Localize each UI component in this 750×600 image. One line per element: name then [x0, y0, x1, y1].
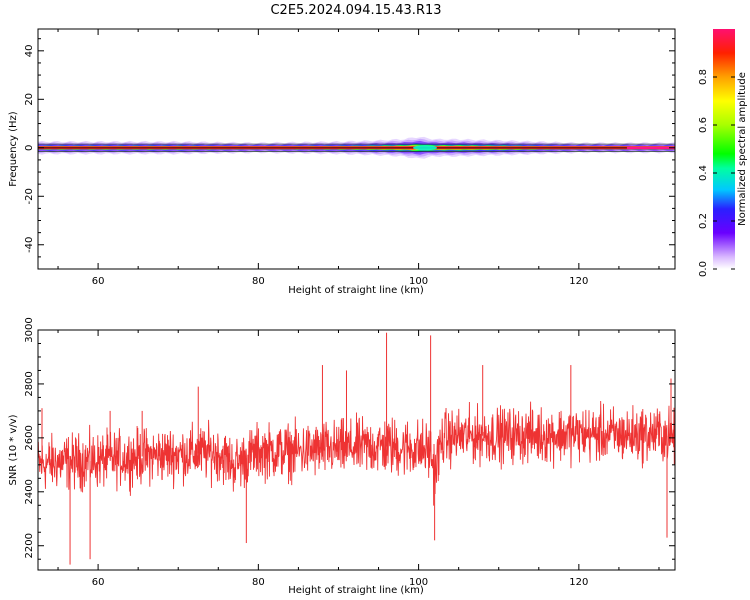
snr-y-label: SNR (10 * v/v): [8, 414, 19, 485]
colorbar-tick-label: 0.4: [698, 165, 709, 181]
y-tick-label: 40: [24, 44, 35, 57]
snr-x-label: Height of straight line (km): [288, 585, 424, 596]
colorbar-tick-label: 0.2: [698, 213, 709, 229]
y-tick-label: 20: [24, 93, 35, 106]
y-tick-label: -20: [24, 188, 35, 204]
x-tick-label: 100: [409, 577, 428, 588]
chart-title: C2E5.2024.094.15.43.R13: [270, 3, 441, 18]
x-tick-label: 100: [409, 276, 428, 287]
snr-panel: 60 80 100 120 2200 2400 2600 2800 3000 Height of…: [8, 317, 676, 596]
y-tick-label: 2600: [24, 425, 35, 450]
snr-axis-ticks: 60 80 100 120 2200 2400 2600 2800 3000: [24, 317, 675, 588]
snr-series: [38, 332, 675, 565]
y-tick-label: 2800: [24, 371, 35, 396]
colorbar-ticks: 0.0 0.2 0.4 0.6 0.8: [698, 69, 735, 277]
spectrogram-y-label: Frequency (Hz): [8, 111, 19, 187]
y-tick-label: 3000: [24, 317, 35, 342]
spectrogram-axis-ticks: 60 80 100 120 40 20 0 -20 -40: [24, 29, 675, 287]
colorbar-tick-label: 0.6: [698, 117, 709, 133]
y-tick-label: 2200: [24, 533, 35, 558]
x-tick-label: 80: [252, 577, 265, 588]
colorbar-label: Normalized spectral amplitude: [737, 72, 748, 226]
x-tick-label: 80: [252, 276, 265, 287]
snr-line: [38, 400, 675, 506]
colorbar-tick-label: 0.0: [698, 261, 709, 277]
y-tick-label: -40: [24, 237, 35, 253]
spectral-hotspot: [413, 145, 438, 151]
x-tick-label: 120: [569, 577, 588, 588]
y-tick-label: 2400: [24, 479, 35, 504]
colorbar-gradient: [713, 29, 735, 269]
x-tick-label: 60: [92, 577, 105, 588]
colorbar: 0.0 0.2 0.4 0.6 0.8 Normalized spectral ampl…: [698, 29, 748, 277]
spectrogram-panel: 60 80 100 120 40 20 0 -20 -40 Height of straight…: [8, 28, 676, 296]
x-tick-label: 60: [92, 276, 105, 287]
spectrogram-bands: [38, 136, 675, 159]
spectrogram-frame: [37, 28, 676, 270]
spectrogram-x-label: Height of straight line (km): [288, 285, 424, 296]
x-tick-label: 120: [569, 276, 588, 287]
colorbar-tick-label: 0.8: [698, 69, 709, 85]
snr-frame: [37, 329, 676, 571]
y-tick-label: 0: [24, 145, 35, 151]
